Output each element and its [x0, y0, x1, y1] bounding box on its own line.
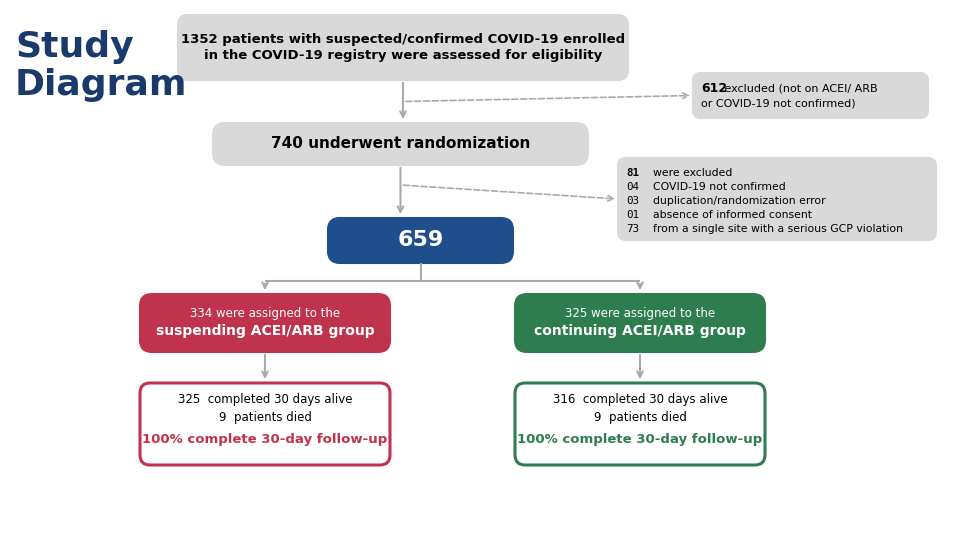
- Text: 334 were assigned to the: 334 were assigned to the: [190, 307, 340, 320]
- Text: 01: 01: [626, 210, 639, 220]
- Text: 325 were assigned to the: 325 were assigned to the: [564, 307, 715, 320]
- FancyBboxPatch shape: [213, 123, 588, 165]
- Text: Study
Diagram: Study Diagram: [15, 30, 187, 102]
- FancyBboxPatch shape: [515, 294, 765, 352]
- Text: or COVID-19 not confirmed): or COVID-19 not confirmed): [701, 98, 855, 109]
- Text: excluded (not on ACEI/ ARB: excluded (not on ACEI/ ARB: [721, 84, 877, 93]
- Text: 100% complete 30-day follow-up: 100% complete 30-day follow-up: [142, 434, 388, 447]
- Text: 316  completed 30 days alive: 316 completed 30 days alive: [553, 394, 728, 407]
- Text: 81: 81: [626, 168, 639, 178]
- Text: continuing ACEI/ARB group: continuing ACEI/ARB group: [534, 324, 746, 338]
- Text: suspending ACEI/ARB group: suspending ACEI/ARB group: [156, 324, 374, 338]
- FancyBboxPatch shape: [140, 294, 390, 352]
- Text: from a single site with a serious GCP violation: from a single site with a serious GCP vi…: [646, 224, 903, 234]
- FancyBboxPatch shape: [328, 218, 513, 263]
- FancyBboxPatch shape: [618, 158, 936, 240]
- FancyBboxPatch shape: [140, 383, 390, 465]
- Text: absence of informed consent: absence of informed consent: [646, 210, 812, 220]
- Text: 9  patients died: 9 patients died: [593, 411, 686, 424]
- Text: 73: 73: [626, 224, 639, 234]
- Text: 612: 612: [701, 82, 727, 95]
- Text: 659: 659: [397, 231, 444, 251]
- Text: 740 underwent randomization: 740 underwent randomization: [271, 137, 530, 152]
- Text: 100% complete 30-day follow-up: 100% complete 30-day follow-up: [517, 434, 762, 447]
- FancyBboxPatch shape: [178, 15, 628, 80]
- FancyBboxPatch shape: [693, 73, 928, 118]
- Text: duplication/randomization error: duplication/randomization error: [646, 196, 826, 206]
- Text: 325  completed 30 days alive: 325 completed 30 days alive: [178, 394, 352, 407]
- Text: 03: 03: [626, 196, 639, 206]
- Text: COVID-19 not confirmed: COVID-19 not confirmed: [646, 182, 785, 192]
- FancyBboxPatch shape: [515, 383, 765, 465]
- Text: 1352 patients with suspected/confirmed COVID-19 enrolled
in the COVID-19 registr: 1352 patients with suspected/confirmed C…: [180, 33, 625, 62]
- Text: 9  patients died: 9 patients died: [219, 411, 311, 424]
- Text: 04: 04: [626, 182, 639, 192]
- Text: were excluded: were excluded: [646, 168, 732, 178]
